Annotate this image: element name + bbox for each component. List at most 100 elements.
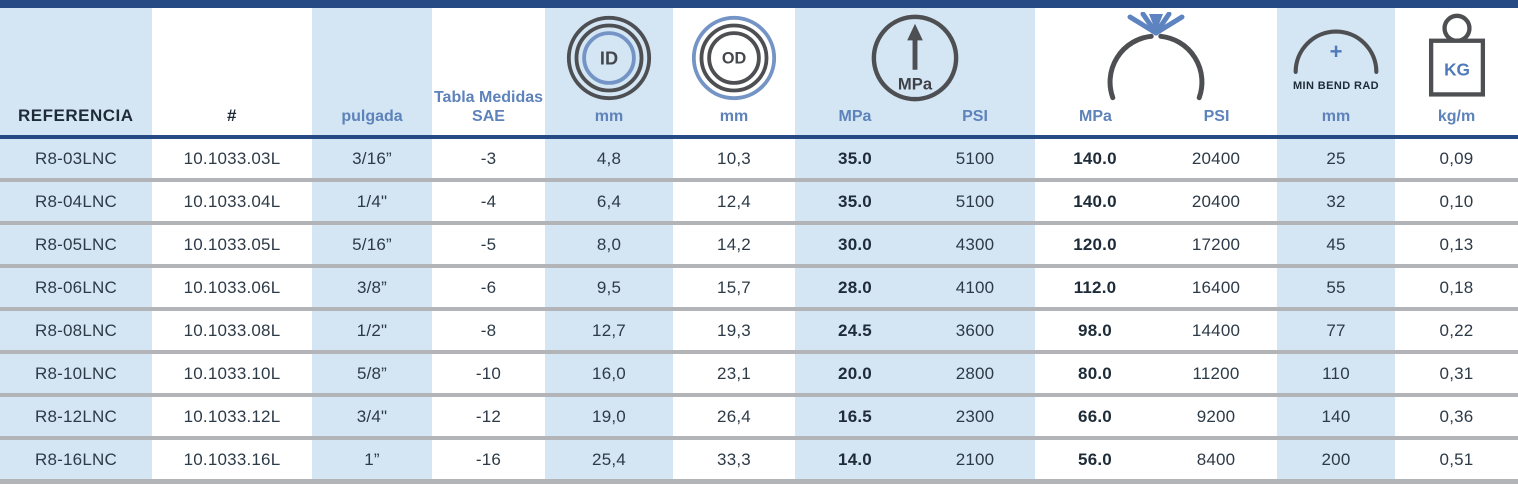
- cell-kg-m: 0,10: [1439, 191, 1474, 211]
- cell-id-mm: 8,0: [545, 225, 673, 264]
- table-row: R8-10LNC 10.1033.10L 5/8” -10 16,0 23,1 20.0 28…: [0, 350, 1518, 393]
- cell-referencia: R8-05LNC: [0, 225, 152, 264]
- cell-sae: -3: [480, 148, 497, 168]
- cell-od-mm: 14,2: [717, 234, 751, 254]
- cell-od-mm: 23,1: [717, 363, 751, 383]
- cell-codigo: 10.1033.05L: [183, 234, 281, 254]
- col-header-pulgada: pulgada: [312, 8, 432, 135]
- cell-od-mm: 33,3: [717, 449, 751, 469]
- cell-sae: -5: [480, 234, 497, 254]
- cell-sae: -8: [480, 320, 497, 340]
- cell-pulgada: 5/16”: [312, 225, 432, 264]
- bp-psi-unit-label: PSI: [1203, 108, 1230, 125]
- burst-pressure-units: MPa PSI: [1035, 108, 1277, 126]
- cell-bp-mpa: 98.0: [1078, 320, 1112, 340]
- col-header-referencia: REFERENCIA: [0, 8, 152, 135]
- working-pressure-units: MPa PSI: [795, 108, 1035, 126]
- col-header-od: OD mm: [673, 8, 795, 135]
- cell-codigo: 10.1033.04L: [183, 191, 281, 211]
- min-bend-label: MIN BEND RAD: [1292, 80, 1380, 92]
- cell-wp-mpa: 14.0: [795, 440, 915, 479]
- table-header: REFERENCIA # pulgada Tabla Medidas SAE: [0, 8, 1518, 135]
- cell-bp-psi: 8400: [1196, 449, 1236, 469]
- table-row: R8-08LNC 10.1033.08L 1/2" -8 12,7 19,3 24.5 360…: [0, 307, 1518, 350]
- cell-bp-psi: 9200: [1196, 406, 1236, 426]
- cell-kg-m: 0,13: [1439, 234, 1474, 254]
- cell-bp-psi: 17200: [1191, 234, 1241, 254]
- cell-bend-mm: 32: [1277, 182, 1395, 221]
- cell-bend-mm: 140: [1277, 397, 1395, 436]
- kg-icon-text: KG: [1444, 59, 1470, 79]
- cell-codigo: 10.1033.08L: [183, 320, 281, 340]
- cell-referencia: R8-08LNC: [0, 311, 152, 350]
- cell-od-mm: 15,7: [717, 277, 751, 297]
- cell-bp-mpa: 80.0: [1078, 363, 1112, 383]
- cell-bend-mm: 25: [1277, 139, 1395, 178]
- cell-wp-mpa: 20.0: [795, 354, 915, 393]
- col-header-burst-pressure: MPa PSI: [1035, 8, 1277, 135]
- cell-kg-m: 0,22: [1439, 320, 1474, 340]
- cell-id-mm: 12,7: [545, 311, 673, 350]
- table-row: R8-03LNC 10.1033.03L 3/16” -3 4,8 10,3 35.0 510…: [0, 139, 1518, 178]
- cell-bp-psi: 20400: [1191, 191, 1241, 211]
- cell-wp-mpa: 30.0: [795, 225, 915, 264]
- table-row: R8-05LNC 10.1033.05L 5/16” -5 8,0 14,2 30.0 430…: [0, 221, 1518, 264]
- burst-pressure-icon: [1035, 8, 1277, 108]
- cell-od-mm: 10,3: [717, 148, 751, 168]
- table-bottom-border: [0, 479, 1518, 484]
- pulgada-label: pulgada: [341, 107, 403, 125]
- cell-pulgada: 5/8”: [312, 354, 432, 393]
- bp-mpa-unit-label: MPa: [1079, 108, 1112, 125]
- cell-bp-psi: 20400: [1191, 148, 1241, 168]
- min-bend-radius-icon: + MIN BEND RAD: [1277, 8, 1395, 108]
- cell-pulgada: 1/4": [312, 182, 432, 221]
- cell-bend-mm: 110: [1277, 354, 1395, 393]
- cell-wp-psi: 4300: [915, 225, 1035, 264]
- cell-wp-mpa: 24.5: [795, 311, 915, 350]
- cell-codigo: 10.1033.03L: [183, 148, 281, 168]
- cell-kg-m: 0,09: [1439, 148, 1474, 168]
- cell-bend-mm: 45: [1277, 225, 1395, 264]
- col-header-weight: KG kg/m: [1395, 8, 1518, 135]
- cell-kg-m: 0,18: [1439, 277, 1474, 297]
- table-row: R8-12LNC 10.1033.12L 3/4" -12 19,0 26,4 16.5 23…: [0, 393, 1518, 436]
- cell-wp-psi: 2800: [915, 354, 1035, 393]
- id-icon: ID: [545, 8, 673, 108]
- cell-pulgada: 3/16”: [312, 139, 432, 178]
- cell-codigo: 10.1033.06L: [183, 277, 281, 297]
- id-icon-text: ID: [600, 49, 618, 69]
- cell-bp-psi: 16400: [1191, 277, 1241, 297]
- col-header-sae: Tabla Medidas SAE: [432, 8, 545, 135]
- cell-sae: -16: [475, 449, 502, 469]
- cell-pulgada: 1”: [312, 440, 432, 479]
- header-underline: [0, 135, 1518, 139]
- cell-bend-mm: 200: [1277, 440, 1395, 479]
- table-row: R8-16LNC 10.1033.16L 1” -16 25,4 33,3 14.0 2100…: [0, 436, 1518, 479]
- cell-wp-psi: 2300: [915, 397, 1035, 436]
- cell-od-mm: 26,4: [717, 406, 751, 426]
- cell-referencia: R8-06LNC: [0, 268, 152, 307]
- cell-kg-m: 0,31: [1439, 363, 1474, 383]
- col-header-working-pressure: MPa MPa PSI: [795, 8, 1035, 135]
- cell-id-mm: 6,4: [545, 182, 673, 221]
- cell-sae: -10: [475, 363, 502, 383]
- cell-id-mm: 4,8: [545, 139, 673, 178]
- weight-unit-label: kg/m: [1437, 108, 1476, 125]
- wp-psi-unit-label: PSI: [962, 108, 988, 125]
- col-header-codigo: #: [152, 8, 312, 135]
- cell-referencia: R8-16LNC: [0, 440, 152, 479]
- wp-mpa-unit-label: MPa: [838, 108, 872, 125]
- od-unit-label: mm: [719, 108, 749, 125]
- gauge-icon-text: MPa: [898, 74, 933, 93]
- cell-pulgada: 3/8”: [312, 268, 432, 307]
- weight-icon: KG: [1395, 8, 1518, 108]
- pressure-gauge-icon: MPa: [795, 8, 1035, 108]
- cell-sae: -6: [480, 277, 497, 297]
- cell-codigo: 10.1033.10L: [183, 363, 281, 383]
- cell-bp-psi: 11200: [1192, 363, 1240, 383]
- cell-pulgada: 3/4": [312, 397, 432, 436]
- cell-wp-mpa: 28.0: [795, 268, 915, 307]
- cell-codigo: 10.1033.12L: [183, 406, 281, 426]
- table-body: R8-03LNC 10.1033.03L 3/16” -3 4,8 10,3 35.0 510…: [0, 139, 1518, 479]
